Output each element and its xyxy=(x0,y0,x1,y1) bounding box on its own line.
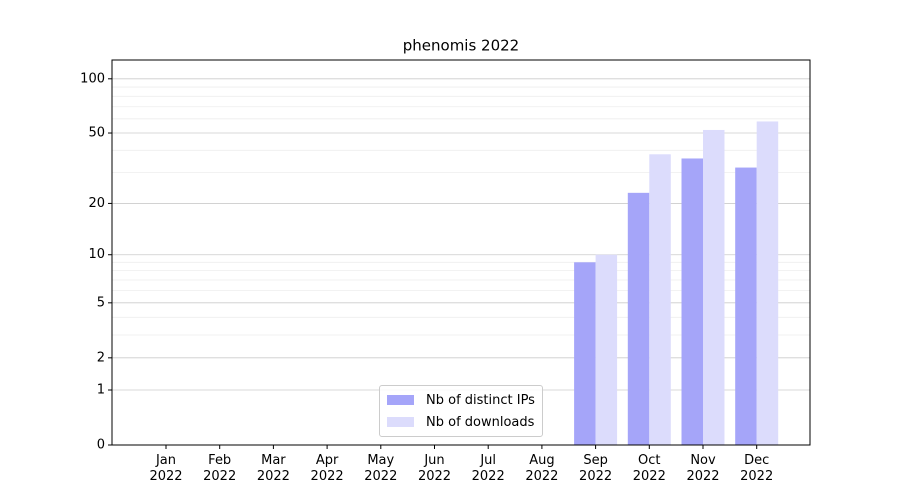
legend-entry: Nb of downloads xyxy=(387,411,535,433)
x-tick-label: Sep 2022 xyxy=(579,453,613,484)
x-tick-label: Dec 2022 xyxy=(740,453,774,484)
legend-label: Nb of downloads xyxy=(426,414,535,430)
bar xyxy=(703,129,725,446)
y-tick-label: 0 xyxy=(97,438,105,453)
bar xyxy=(649,154,671,446)
y-tick-label: 100 xyxy=(80,71,105,86)
legend-swatch xyxy=(387,417,414,427)
y-tick-label: 1 xyxy=(97,383,105,398)
plot-frame xyxy=(111,59,811,446)
bar xyxy=(681,158,703,445)
x-tick-label: Oct 2022 xyxy=(632,453,666,484)
bar xyxy=(574,262,596,445)
bar xyxy=(595,254,618,445)
bar xyxy=(756,121,779,445)
y-tick-label: 10 xyxy=(88,247,105,262)
x-tick-label: Jun 2022 xyxy=(417,453,452,484)
x-tick-label: Apr 2022 xyxy=(310,453,344,484)
bar xyxy=(735,167,757,445)
y-tick-label: 50 xyxy=(88,126,105,141)
legend-label: Nb of distinct IPs xyxy=(426,392,535,408)
x-tick-label: Mar 2022 xyxy=(256,453,290,484)
y-tick-label: 2 xyxy=(97,350,105,365)
x-tick-label: Aug 2022 xyxy=(525,453,559,484)
x-tick-label: Jan 2022 xyxy=(149,453,183,484)
x-tick-label: Feb 2022 xyxy=(203,453,237,484)
legend: Nb of distinct IPs Nb of downloads xyxy=(379,385,543,437)
y-tick-label: 20 xyxy=(88,196,105,211)
x-tick-label: May 2022 xyxy=(364,453,398,484)
chart-title: phenomis 2022 xyxy=(403,37,519,55)
legend-entry: Nb of distinct IPs xyxy=(387,389,535,411)
x-tick-label: Jul 2022 xyxy=(471,453,505,484)
y-tick-label: 5 xyxy=(97,295,105,310)
bar xyxy=(627,192,650,445)
x-tick-label: Nov 2022 xyxy=(686,453,720,484)
legend-swatch xyxy=(387,395,414,405)
